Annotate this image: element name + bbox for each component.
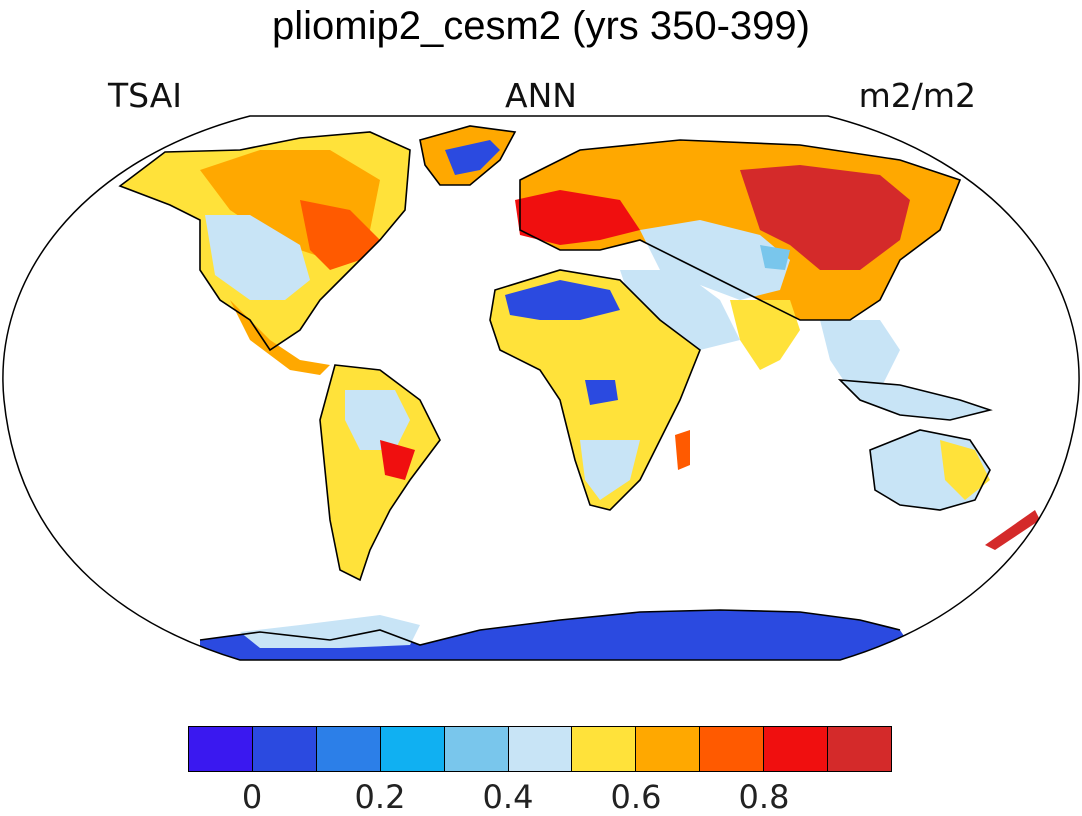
siberia-red	[740, 165, 910, 270]
tibet-blue	[760, 245, 790, 270]
antarctica-region	[200, 610, 920, 660]
figure-title: pliomip2_cesm2 (yrs 350-399)	[271, 4, 810, 48]
units-label: m2/m2	[858, 76, 976, 115]
south-america-red	[380, 440, 415, 480]
map-boundary	[2, 115, 1080, 661]
season-label: ANN	[505, 76, 577, 115]
colorbar-box	[188, 726, 253, 772]
colorbar-box	[571, 726, 637, 772]
antarctica-lightblue	[240, 615, 420, 648]
variable-label: TSAI	[108, 76, 183, 115]
colorbar-tick-label: 0.8	[738, 778, 790, 816]
colorbar-tick-label: 0.6	[610, 778, 662, 816]
north-america-lightblue	[205, 215, 310, 300]
australia-east-yellow	[940, 440, 990, 500]
madagascar-region	[675, 430, 690, 470]
colorbar-tick-label: 0	[241, 778, 263, 816]
colorbar-box	[443, 726, 509, 772]
middle-east-region	[620, 270, 740, 350]
colorbar-tick-label: 0.2	[354, 778, 406, 816]
central-asia-lightblue	[640, 220, 790, 300]
india-region	[730, 300, 800, 370]
colorbar-box	[763, 726, 829, 772]
central-america-region	[230, 300, 330, 375]
coastlines	[118, 125, 993, 646]
south-america-lightblue	[345, 390, 410, 450]
colorbar	[188, 726, 892, 772]
europe-red	[515, 190, 640, 245]
indonesia-region	[840, 380, 990, 420]
colorbar-box	[699, 726, 765, 772]
colorbar-box	[507, 726, 573, 772]
southeast-asia-region	[820, 320, 900, 390]
colorbar-box	[635, 726, 701, 772]
colorbar-tick-label: 0.4	[482, 778, 534, 816]
north-america-red	[300, 200, 380, 270]
colorbar-box	[251, 726, 317, 772]
colorbar-box	[379, 726, 445, 772]
colorbar-box	[827, 726, 892, 772]
greenland-ice	[445, 140, 500, 175]
colorbar-box	[315, 726, 381, 772]
sahara-blue	[505, 280, 620, 320]
southern-africa-lightblue	[580, 440, 640, 500]
central-africa-blue	[585, 380, 618, 405]
new-zealand-region	[985, 510, 1040, 550]
land-field	[120, 126, 1040, 660]
